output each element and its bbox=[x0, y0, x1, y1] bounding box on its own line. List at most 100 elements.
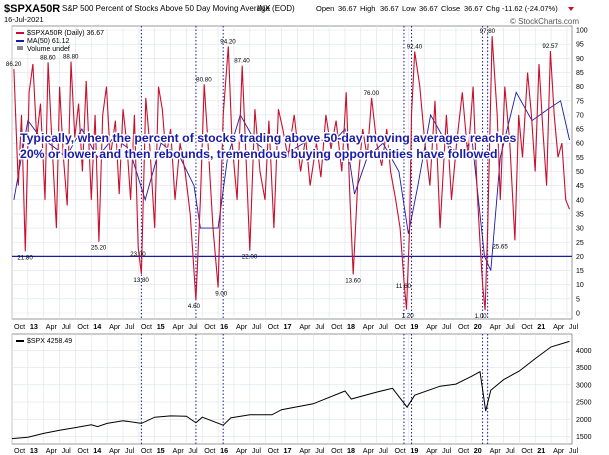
chart-symbol: $SPXA50R bbox=[4, 3, 60, 15]
x-tick-label: Jul bbox=[442, 322, 452, 331]
x-tick-label: Oct bbox=[141, 446, 152, 455]
x-tick-label: Jul bbox=[62, 322, 72, 331]
point-label: 87.40 bbox=[234, 58, 250, 65]
point-label: 9.00 bbox=[215, 291, 228, 298]
point-label: 88.80 bbox=[63, 54, 79, 61]
legend-label-spxa50r: $SPXA50R (Daily) 36.67 bbox=[27, 30, 104, 37]
point-label: 13.60 bbox=[345, 278, 361, 285]
x-tick-label: Oct bbox=[77, 322, 88, 331]
y-tick-label: 5 bbox=[576, 296, 580, 303]
close-label: Close bbox=[441, 4, 460, 13]
y-tick-label: 50 bbox=[576, 169, 584, 176]
y-tick-label: 25 bbox=[576, 240, 584, 247]
point-label: 1.20 bbox=[402, 313, 415, 320]
x-tick-label: Oct bbox=[395, 446, 406, 455]
x-tick-label: Oct bbox=[204, 446, 215, 455]
y-tick-label: 4000 bbox=[576, 348, 592, 355]
y-tick-label: 100 bbox=[576, 28, 588, 35]
x-tick-label: 21 bbox=[537, 446, 545, 455]
y-tick-label: 20 bbox=[576, 254, 584, 261]
legend-label-spx: $SPX 4258.49 bbox=[27, 338, 72, 345]
x-tick-label: Oct bbox=[458, 322, 469, 331]
y-tick-label: 1500 bbox=[576, 434, 592, 441]
open-value: 36.67 bbox=[338, 4, 357, 13]
top-panel-x-axis: Oct 13 Apr Jul Oct 14 Apr Jul Oct 15 Apr Jul Oct 16 Ap… bbox=[14, 322, 579, 331]
x-tick-label: Oct bbox=[268, 446, 279, 455]
x-tick-label: Jul bbox=[315, 446, 325, 455]
bottom-panel-grid bbox=[11, 334, 572, 444]
x-tick-label: Oct bbox=[204, 322, 215, 331]
x-tick-label: 20 bbox=[474, 446, 482, 455]
annotation-line-2: 20% or lower and then rebounds, tremendo… bbox=[20, 147, 498, 161]
low-value: 36.67 bbox=[419, 4, 438, 13]
x-tick-label: Oct bbox=[521, 446, 532, 455]
y-tick-label: 65 bbox=[576, 127, 584, 134]
x-tick-label: Jul bbox=[125, 322, 135, 331]
x-tick-label: Oct bbox=[395, 322, 406, 331]
point-label: 97.80 bbox=[480, 28, 496, 35]
x-tick-label: Oct bbox=[331, 322, 342, 331]
open-label: Open bbox=[316, 4, 334, 13]
x-tick-label: 21 bbox=[537, 322, 545, 331]
y-tick-label: 60 bbox=[576, 141, 584, 148]
top-legend: $SPXA50R (Daily) 36.67 MA(50) 61.12 Volu… bbox=[16, 30, 104, 53]
bottom-panel-y-axis: 1500 2000 2500 3000 3500 4000 bbox=[576, 348, 592, 441]
chg-value: -11.62 (-24.07%) bbox=[502, 4, 558, 13]
x-tick-label: Jul bbox=[569, 446, 579, 455]
close-value: 36.67 bbox=[464, 4, 483, 13]
bottom-panel-frame bbox=[11, 333, 573, 445]
point-label: 1.00 bbox=[475, 313, 488, 320]
x-tick-label: 14 bbox=[93, 322, 101, 331]
chart-exchange: INX bbox=[257, 4, 271, 13]
point-label: 4.60 bbox=[188, 303, 201, 310]
point-label: 25.20 bbox=[91, 245, 107, 252]
x-tick-label: Apr bbox=[236, 446, 248, 455]
x-tick-label: 15 bbox=[157, 322, 165, 331]
x-tick-label: Jul bbox=[125, 446, 135, 455]
x-tick-label: Apr bbox=[553, 322, 565, 331]
x-tick-label: Jul bbox=[442, 446, 452, 455]
x-tick-label: Jul bbox=[379, 322, 389, 331]
top-panel-y-axis: 0 5 10 15 20 25 30 35 40 45 50 55 60 65 70 75 80 85 90 95 10… bbox=[576, 28, 588, 318]
x-tick-label: Jul bbox=[188, 322, 198, 331]
x-tick-label: Oct bbox=[14, 322, 25, 331]
y-tick-label: 95 bbox=[576, 42, 584, 49]
y-tick-label: 75 bbox=[576, 98, 584, 105]
x-tick-label: 20 bbox=[474, 322, 482, 331]
down-arrow-icon bbox=[568, 7, 574, 11]
x-tick-label: Apr bbox=[109, 322, 121, 331]
point-label: 92.57 bbox=[542, 43, 558, 50]
point-label: 11.60 bbox=[396, 283, 412, 290]
chg-label: Chg bbox=[486, 4, 500, 13]
x-tick-label: 13 bbox=[30, 446, 38, 455]
x-tick-label: Apr bbox=[490, 446, 502, 455]
annotation-line-1: Typically, when the percent of stocks tr… bbox=[20, 131, 517, 145]
point-label: 92.40 bbox=[407, 44, 423, 51]
chart-date: 16-Jul-2021 bbox=[4, 15, 44, 24]
x-tick-label: Apr bbox=[363, 446, 375, 455]
x-tick-label: Oct bbox=[77, 446, 88, 455]
point-label: 86.20 bbox=[6, 61, 22, 68]
y-tick-label: 15 bbox=[576, 268, 584, 275]
x-tick-label: Oct bbox=[331, 446, 342, 455]
y-tick-label: 80 bbox=[576, 84, 584, 91]
point-label: 25.65 bbox=[492, 243, 508, 250]
y-tick-label: 40 bbox=[576, 197, 584, 204]
x-tick-label: Apr bbox=[490, 322, 502, 331]
x-tick-label: Apr bbox=[363, 322, 375, 331]
spxa50r-series-line bbox=[13, 36, 571, 311]
top-panel-frame bbox=[11, 25, 573, 320]
x-tick-label: Jul bbox=[379, 446, 389, 455]
x-tick-label: Jul bbox=[506, 322, 516, 331]
x-tick-label: 13 bbox=[30, 322, 38, 331]
y-tick-label: 3500 bbox=[576, 365, 592, 372]
bottom-panel-x-axis: Oct 13 Apr Jul Oct 14 Apr Jul Oct 15 Apr Jul Oct 16 Ap… bbox=[14, 446, 579, 455]
x-tick-label: Jul bbox=[188, 446, 198, 455]
quote-bar: Open 36.67 High 36.67 Low 36.67 Close 36… bbox=[316, 4, 574, 13]
x-tick-label: Oct bbox=[521, 322, 532, 331]
y-tick-label: 90 bbox=[576, 56, 584, 63]
x-tick-label: Apr bbox=[426, 322, 438, 331]
x-tick-label: 17 bbox=[284, 446, 292, 455]
x-tick-label: 16 bbox=[220, 446, 228, 455]
spx-series-line bbox=[11, 340, 570, 440]
